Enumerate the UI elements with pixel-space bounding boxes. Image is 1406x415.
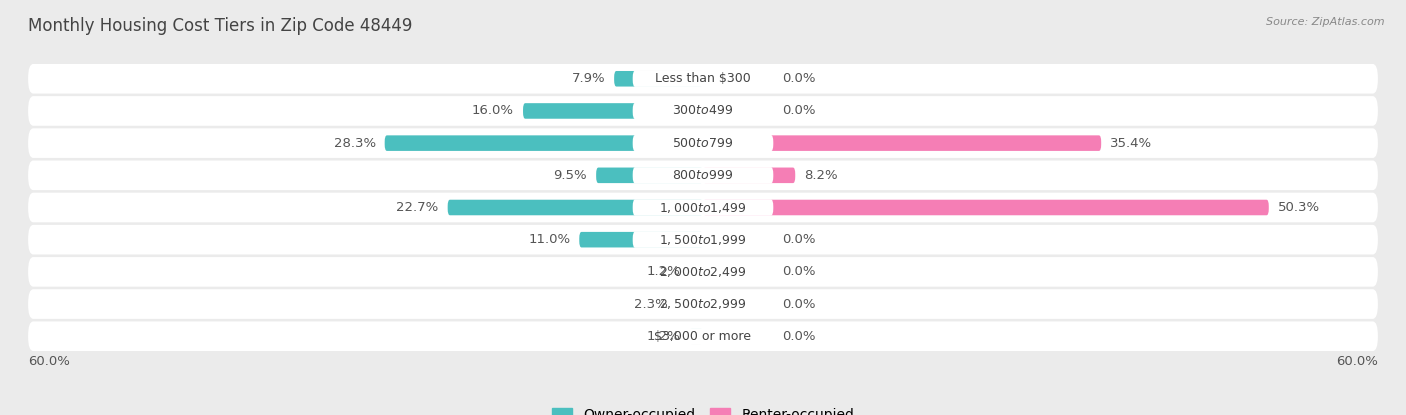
Text: Monthly Housing Cost Tiers in Zip Code 48449: Monthly Housing Cost Tiers in Zip Code 4… — [28, 17, 412, 34]
Text: 50.3%: 50.3% — [1278, 201, 1320, 214]
FancyBboxPatch shape — [28, 64, 1378, 93]
FancyBboxPatch shape — [633, 135, 773, 151]
FancyBboxPatch shape — [596, 168, 703, 183]
FancyBboxPatch shape — [28, 322, 1378, 351]
FancyBboxPatch shape — [447, 200, 703, 215]
FancyBboxPatch shape — [689, 264, 703, 280]
Text: $500 to $799: $500 to $799 — [672, 137, 734, 150]
Text: $1,500 to $1,999: $1,500 to $1,999 — [659, 233, 747, 247]
FancyBboxPatch shape — [633, 71, 773, 87]
Text: 0.0%: 0.0% — [782, 72, 815, 85]
FancyBboxPatch shape — [703, 168, 796, 183]
FancyBboxPatch shape — [385, 135, 703, 151]
Text: 9.5%: 9.5% — [554, 169, 588, 182]
FancyBboxPatch shape — [614, 71, 703, 87]
FancyBboxPatch shape — [28, 193, 1378, 222]
Text: 0.0%: 0.0% — [782, 330, 815, 343]
FancyBboxPatch shape — [28, 128, 1378, 158]
FancyBboxPatch shape — [633, 328, 773, 344]
Text: $3,000 or more: $3,000 or more — [655, 330, 751, 343]
Text: $2,500 to $2,999: $2,500 to $2,999 — [659, 297, 747, 311]
Text: 2.3%: 2.3% — [634, 298, 668, 310]
FancyBboxPatch shape — [28, 161, 1378, 190]
Text: $2,000 to $2,499: $2,000 to $2,499 — [659, 265, 747, 279]
Text: 0.0%: 0.0% — [782, 265, 815, 278]
Text: 0.0%: 0.0% — [782, 298, 815, 310]
FancyBboxPatch shape — [28, 289, 1378, 319]
FancyBboxPatch shape — [633, 167, 773, 183]
FancyBboxPatch shape — [633, 199, 773, 216]
Text: 0.0%: 0.0% — [782, 233, 815, 246]
FancyBboxPatch shape — [633, 232, 773, 248]
Text: Source: ZipAtlas.com: Source: ZipAtlas.com — [1267, 17, 1385, 27]
FancyBboxPatch shape — [678, 296, 703, 312]
Text: $800 to $999: $800 to $999 — [672, 169, 734, 182]
Text: 28.3%: 28.3% — [333, 137, 375, 150]
Text: Less than $300: Less than $300 — [655, 72, 751, 85]
FancyBboxPatch shape — [28, 257, 1378, 287]
Text: 60.0%: 60.0% — [1336, 355, 1378, 368]
FancyBboxPatch shape — [633, 264, 773, 280]
Text: $300 to $499: $300 to $499 — [672, 105, 734, 117]
Text: 7.9%: 7.9% — [571, 72, 605, 85]
Text: 35.4%: 35.4% — [1111, 137, 1153, 150]
Text: 11.0%: 11.0% — [529, 233, 571, 246]
Legend: Owner-occupied, Renter-occupied: Owner-occupied, Renter-occupied — [546, 403, 860, 415]
Text: 60.0%: 60.0% — [28, 355, 70, 368]
FancyBboxPatch shape — [703, 135, 1101, 151]
Text: 1.2%: 1.2% — [647, 330, 681, 343]
Text: 22.7%: 22.7% — [396, 201, 439, 214]
FancyBboxPatch shape — [28, 225, 1378, 254]
Text: 8.2%: 8.2% — [804, 169, 838, 182]
Text: 16.0%: 16.0% — [472, 105, 515, 117]
FancyBboxPatch shape — [689, 328, 703, 344]
FancyBboxPatch shape — [703, 200, 1268, 215]
Text: $1,000 to $1,499: $1,000 to $1,499 — [659, 200, 747, 215]
FancyBboxPatch shape — [579, 232, 703, 247]
FancyBboxPatch shape — [28, 96, 1378, 126]
FancyBboxPatch shape — [523, 103, 703, 119]
FancyBboxPatch shape — [633, 296, 773, 312]
Text: 0.0%: 0.0% — [782, 105, 815, 117]
FancyBboxPatch shape — [633, 103, 773, 119]
Text: 1.2%: 1.2% — [647, 265, 681, 278]
